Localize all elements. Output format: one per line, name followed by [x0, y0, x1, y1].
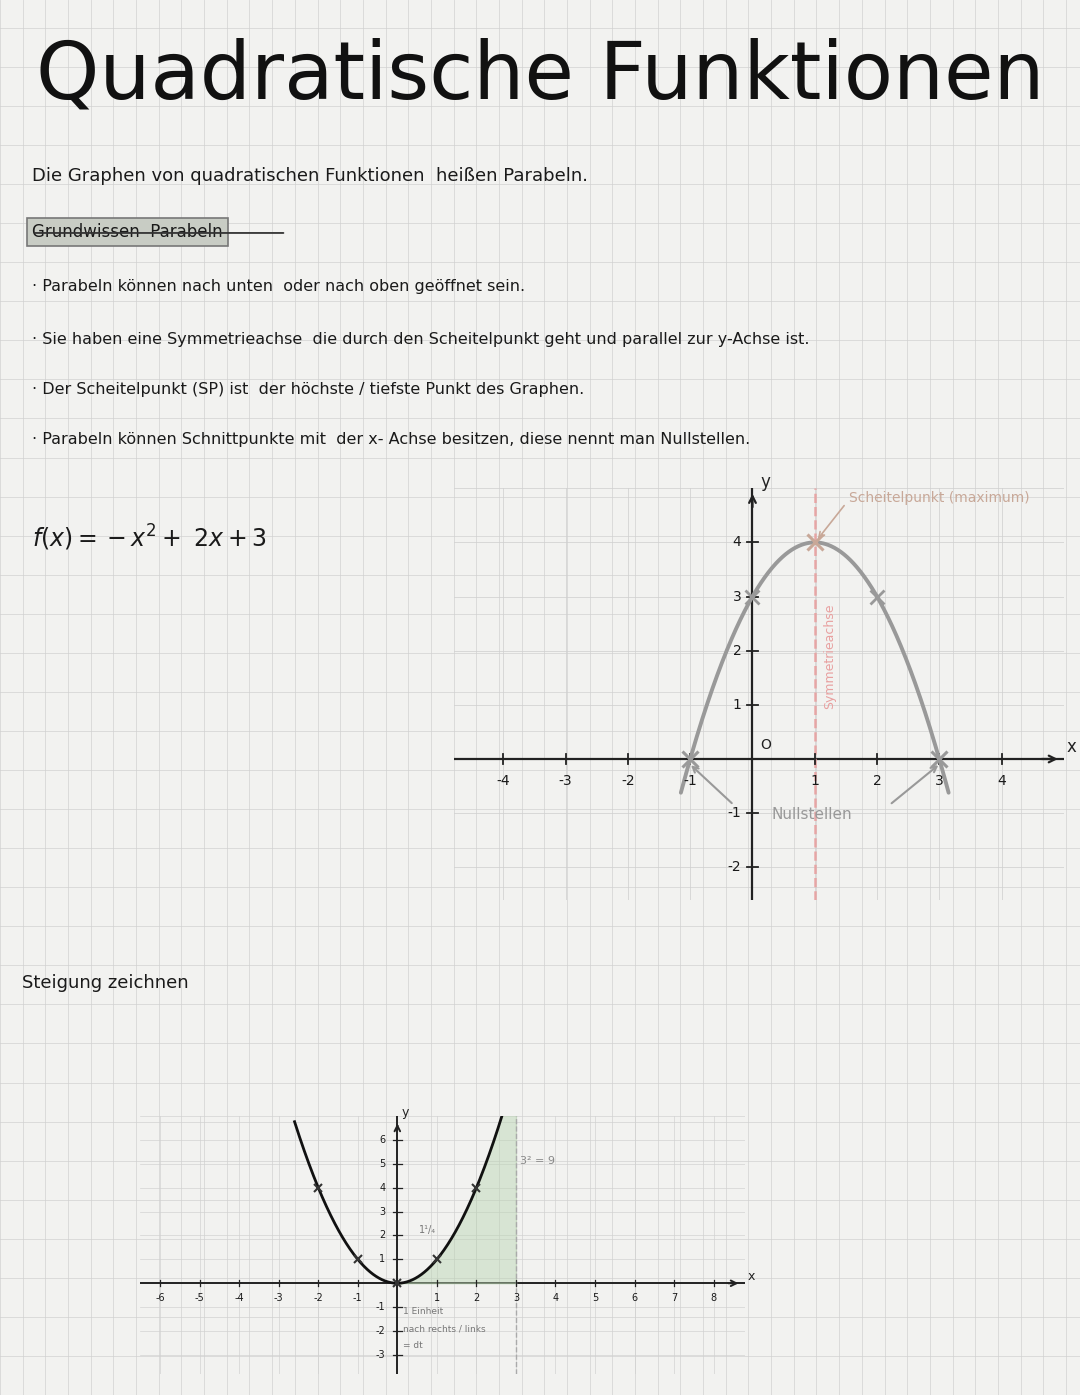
Text: -1: -1 — [353, 1293, 363, 1303]
Text: 2: 2 — [873, 774, 881, 788]
Text: Symmetrieachse: Symmetrieachse — [823, 604, 836, 709]
Text: -6: -6 — [156, 1293, 165, 1303]
Text: 3: 3 — [732, 590, 741, 604]
Text: · Der Scheitelpunkt (SP) ist  der höchste / tiefste Punkt des Graphen.: · Der Scheitelpunkt (SP) ist der höchste… — [32, 382, 584, 398]
Text: -2: -2 — [621, 774, 635, 788]
Text: -3: -3 — [376, 1350, 386, 1360]
Text: = dt: = dt — [403, 1341, 423, 1350]
Text: O: O — [760, 738, 771, 752]
Text: 3² = 9: 3² = 9 — [519, 1156, 555, 1166]
Text: -2: -2 — [313, 1293, 323, 1303]
Text: 4: 4 — [732, 536, 741, 550]
Text: Scheitelpunkt (maximum): Scheitelpunkt (maximum) — [849, 491, 1029, 505]
Text: 1: 1 — [434, 1293, 440, 1303]
Text: nach rechts / links: nach rechts / links — [403, 1324, 486, 1334]
Text: 1: 1 — [732, 698, 741, 711]
Text: 4: 4 — [552, 1293, 558, 1303]
Text: 2: 2 — [473, 1293, 480, 1303]
Text: -2: -2 — [376, 1327, 386, 1336]
Text: 2: 2 — [732, 643, 741, 657]
Text: Die Graphen von quadratischen Funktionen  heißen Parabeln.: Die Graphen von quadratischen Funktionen… — [32, 167, 589, 186]
Text: 5: 5 — [592, 1293, 598, 1303]
Text: y: y — [402, 1106, 408, 1119]
Text: · Parabeln können Schnittpunkte mit  der x- Achse besitzen, diese nennt man Null: · Parabeln können Schnittpunkte mit der … — [32, 432, 751, 448]
Text: 1 Einheit: 1 Einheit — [403, 1307, 444, 1317]
Text: 4: 4 — [379, 1183, 386, 1193]
Text: -3: -3 — [274, 1293, 284, 1303]
Text: -1: -1 — [684, 774, 697, 788]
Text: 5: 5 — [379, 1159, 386, 1169]
Text: 3: 3 — [379, 1207, 386, 1216]
Text: 3: 3 — [935, 774, 944, 788]
Text: -5: -5 — [194, 1293, 204, 1303]
Text: -2: -2 — [728, 861, 741, 875]
Text: -1: -1 — [728, 806, 741, 820]
Text: 4: 4 — [997, 774, 1005, 788]
Text: x: x — [747, 1271, 755, 1283]
Text: -1: -1 — [376, 1302, 386, 1313]
Text: 6: 6 — [632, 1293, 637, 1303]
Text: $f(x) = -x^2 +\ 2x + 3$: $f(x) = -x^2 +\ 2x + 3$ — [32, 523, 267, 554]
Text: 3: 3 — [513, 1293, 519, 1303]
Text: -4: -4 — [234, 1293, 244, 1303]
Text: Grundwissen  Parabeln: Grundwissen Parabeln — [32, 223, 224, 241]
Text: · Sie haben eine Symmetrieachse  die durch den Scheitelpunkt geht und parallel z: · Sie haben eine Symmetrieachse die durc… — [32, 332, 810, 347]
Text: x: x — [1067, 738, 1077, 756]
Text: -3: -3 — [558, 774, 572, 788]
Text: Quadratische Funktionen: Quadratische Funktionen — [36, 38, 1044, 116]
Text: 1: 1 — [379, 1254, 386, 1264]
Text: 1: 1 — [810, 774, 819, 788]
Text: Nullstellen: Nullstellen — [771, 806, 852, 822]
Text: 2: 2 — [379, 1230, 386, 1240]
Text: 8: 8 — [711, 1293, 717, 1303]
Text: · Parabeln können nach unten  oder nach oben geöffnet sein.: · Parabeln können nach unten oder nach o… — [32, 279, 526, 294]
Text: y: y — [760, 473, 770, 491]
Text: Steigung zeichnen: Steigung zeichnen — [22, 974, 188, 992]
Text: -4: -4 — [497, 774, 510, 788]
Text: 7: 7 — [671, 1293, 677, 1303]
Text: 6: 6 — [379, 1136, 386, 1145]
Text: 1¹/₄: 1¹/₄ — [419, 1225, 436, 1235]
